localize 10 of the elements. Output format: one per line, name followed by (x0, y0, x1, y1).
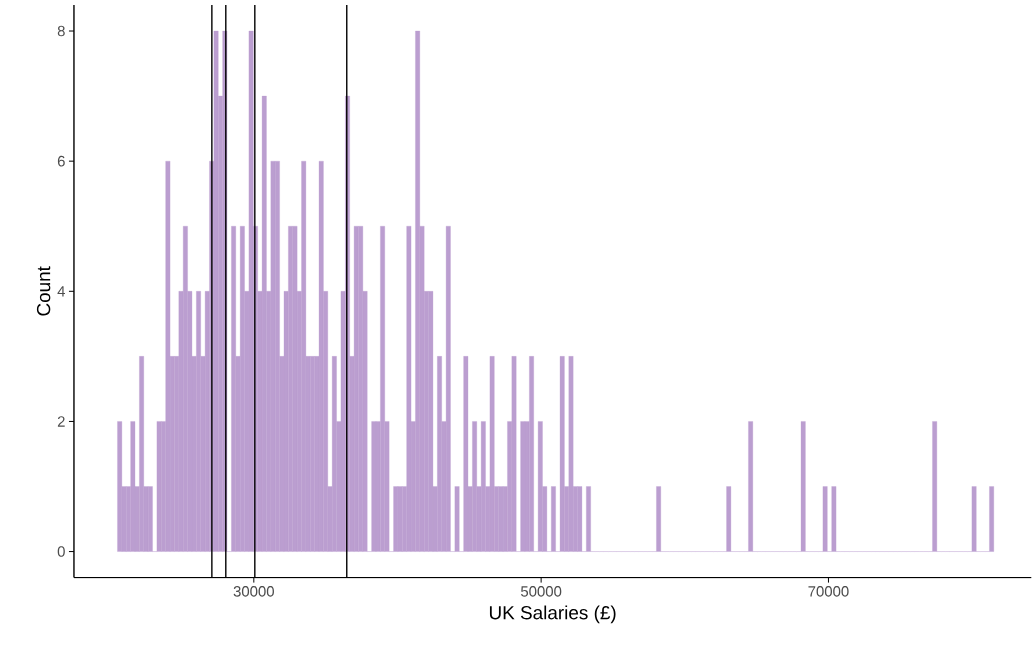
y-tick-label: 8 (57, 25, 65, 37)
x-tick-label: 50000 (520, 586, 562, 597)
y-tick-label: 0 (57, 546, 65, 558)
y-axis-title: Count (36, 266, 51, 316)
y-tick-label: 2 (57, 416, 65, 427)
y-tick-label: 4 (57, 286, 66, 297)
y-tick-label: 6 (57, 156, 65, 167)
x-axis-title: UK Salaries (£) (489, 605, 616, 624)
x-tick-label: 30000 (233, 586, 274, 597)
x-tick-label: 70000 (808, 586, 849, 597)
